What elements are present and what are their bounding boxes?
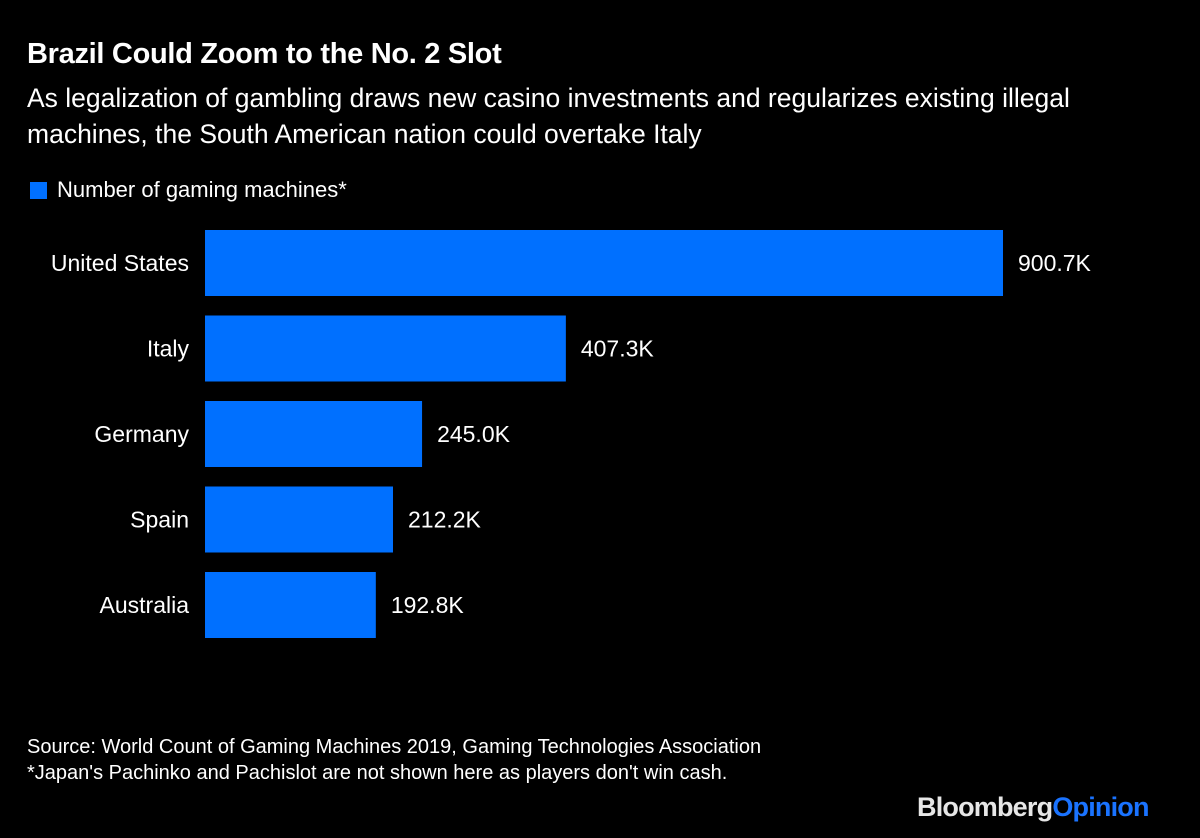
bar-australia (205, 572, 376, 638)
legend-swatch-icon (30, 181, 47, 199)
source-note: Source: World Count of Gaming Machines 2… (27, 736, 762, 758)
bar-germany (205, 401, 423, 467)
bar-spain (205, 486, 394, 553)
value-label: 407.3K (581, 336, 655, 362)
value-label: 212.2K (408, 507, 482, 533)
category-label: United States (51, 250, 189, 276)
value-label: 245.0K (437, 421, 511, 447)
category-label: Spain (130, 507, 189, 533)
legend-label: Number of gaming machines* (57, 177, 347, 202)
bar-united-states (205, 230, 1003, 296)
chart-title: Brazil Could Zoom to the No. 2 Slot (27, 38, 502, 70)
footnote: *Japan's Pachinko and Pachislot are not … (27, 761, 728, 784)
legend: Number of gaming machines* (30, 177, 347, 203)
brand-opinion: Opinion (1052, 792, 1149, 822)
chart-subtitle: As legalization of gambling draws new ca… (27, 83, 1070, 149)
bar-italy (205, 315, 566, 382)
brand-bloomberg: Bloomberg (917, 792, 1053, 822)
footer: Source: World Count of Gaming Machines 2… (27, 735, 847, 786)
bloomberg-opinion-logo: BloombergOpinion (917, 792, 1150, 823)
category-label: Italy (147, 336, 190, 362)
category-label: Germany (94, 421, 189, 447)
value-label: 900.7K (1018, 250, 1092, 276)
value-label: 192.8K (391, 592, 465, 618)
category-label: Australia (100, 592, 190, 618)
